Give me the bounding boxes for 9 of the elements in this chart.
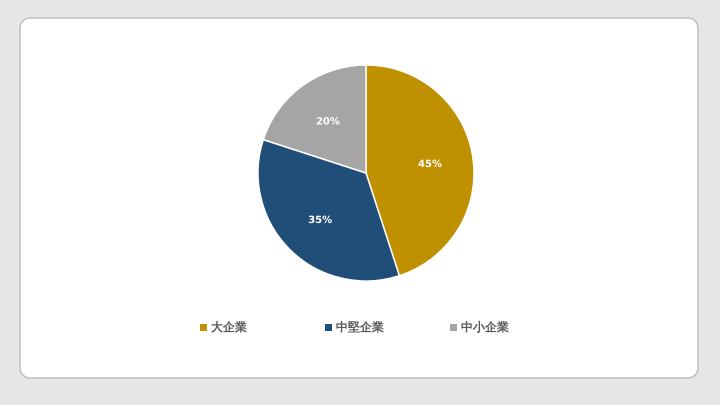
pie-slice xyxy=(365,64,475,276)
legend-label: 中小企業 xyxy=(461,320,509,334)
pie-slice xyxy=(257,138,400,282)
pie-slice xyxy=(262,64,367,174)
data-label: 45% xyxy=(418,158,442,170)
legend-label: 大企業 xyxy=(211,320,247,334)
data-label: 20% xyxy=(316,116,340,128)
legend-label: 中堅企業 xyxy=(336,320,384,334)
data-label: 35% xyxy=(308,214,332,226)
